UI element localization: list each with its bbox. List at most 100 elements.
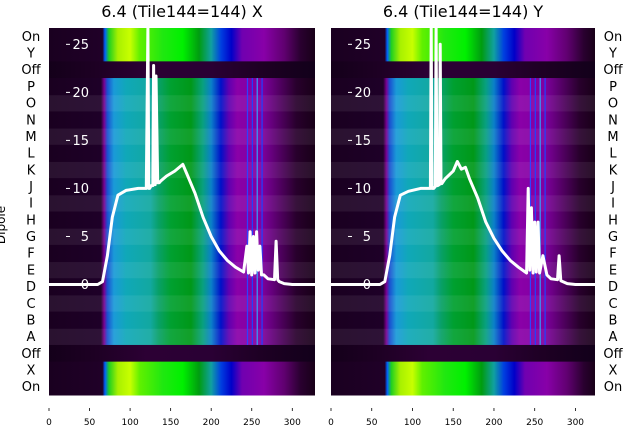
x-tick-label: 100 [404, 418, 421, 428]
heatmap-row [331, 61, 595, 79]
overlay-y-tick-label: 5 [363, 230, 371, 245]
heatmap-row [49, 111, 315, 129]
row-label: L [27, 147, 35, 162]
overlay-y-tick-label: 15 [72, 134, 89, 149]
row-label: H [608, 213, 618, 228]
heatmap-row [331, 278, 595, 296]
heatmap-row [49, 94, 315, 112]
heatmap-row [49, 128, 315, 146]
row-label: M [25, 130, 36, 145]
x-tick-label: 200 [203, 418, 220, 428]
heatmap-row [331, 361, 595, 379]
heatmap-row [331, 311, 595, 329]
row-label: On [604, 30, 622, 45]
heatmap-row [49, 311, 315, 329]
row-label: O [26, 97, 36, 112]
heatmap-row [49, 78, 315, 96]
row-label: D [608, 280, 618, 295]
x-tick-label: 50 [366, 418, 378, 428]
heatmap-row [331, 78, 595, 96]
overlay-line [331, 26, 595, 286]
row-label: B [27, 313, 36, 328]
heatmap-row [49, 211, 315, 229]
x-tick-label: 0 [328, 418, 334, 428]
row-label: J [28, 180, 33, 195]
heatmap-row [331, 111, 595, 129]
heatmap-row [331, 211, 595, 229]
row-label: O [608, 97, 618, 112]
heatmap-row [331, 128, 595, 146]
overlay-y-tick-label: 10 [354, 182, 371, 197]
row-label: E [27, 263, 35, 278]
row-label: Y [26, 47, 35, 62]
row-label: Y [608, 47, 617, 62]
x-tick-label: 150 [162, 418, 179, 428]
row-label: E [609, 263, 617, 278]
x-tick-label: 0 [46, 418, 52, 428]
heatmap-line [539, 78, 541, 345]
heatmap-row [331, 378, 595, 396]
y-axis-label: Dipole [0, 206, 8, 244]
heatmap-row [49, 178, 315, 196]
row-label: A [609, 330, 618, 345]
overlay-y-tick-label: 20 [72, 86, 89, 101]
row-label: M [607, 130, 618, 145]
heatmap-row [49, 44, 315, 62]
row-label: On [604, 380, 622, 395]
panel-title: 6.4 (Tile144=144) Y [383, 2, 544, 21]
heatmap-line [544, 78, 546, 345]
row-label: A [27, 330, 36, 345]
heatmap-row [331, 261, 595, 279]
row-label: G [608, 230, 618, 245]
x-tick-label: 300 [567, 418, 584, 428]
row-label: Off [603, 347, 623, 362]
heatmap-row [49, 28, 315, 46]
row-label: H [26, 213, 36, 228]
heatmap-row [49, 344, 315, 363]
row-label: Off [21, 63, 41, 78]
heatmap-line [261, 78, 263, 345]
heatmap-row [331, 344, 595, 363]
overlay-y-tick-label: 25 [72, 38, 89, 53]
row-label: C [26, 297, 35, 312]
overlay-y-tick-label: 20 [354, 86, 371, 101]
row-label: J [610, 180, 615, 195]
row-label: P [609, 80, 617, 95]
panel-title: 6.4 (Tile144=144) X [101, 2, 263, 21]
row-label: B [609, 313, 618, 328]
heatmap-row [331, 94, 595, 112]
heatmap-row [49, 328, 315, 346]
heatmap-line [534, 78, 536, 345]
heatmap-row [49, 144, 315, 162]
overlay-line [49, 26, 315, 286]
x-tick-label: 50 [84, 418, 96, 428]
row-label: C [608, 297, 617, 312]
heatmap-line [251, 78, 253, 345]
row-label: F [609, 247, 616, 262]
heatmap-row [331, 244, 595, 263]
heatmap-row [49, 278, 315, 296]
row-label: X [27, 363, 36, 378]
x-tick-label: 250 [243, 418, 260, 428]
row-label: Off [603, 63, 623, 78]
x-tick-label: 250 [526, 418, 543, 428]
row-label: F [27, 247, 34, 262]
overlay-y-tick-label: 10 [72, 182, 89, 197]
row-label: K [609, 163, 618, 178]
heatmap-row [331, 328, 595, 346]
row-label: G [26, 230, 36, 245]
row-label: On [22, 30, 40, 45]
row-label: X [609, 363, 618, 378]
overlay-y-tick-label: 5 [81, 230, 89, 245]
heatmap-row [331, 294, 595, 313]
heatmap-line [256, 78, 258, 345]
heatmap-row [49, 61, 315, 79]
x-tick-label: 100 [122, 418, 139, 428]
x-tick-label: 300 [284, 418, 301, 428]
heatmap-row [331, 44, 595, 62]
heatmap-row [331, 194, 595, 212]
row-label: L [609, 147, 617, 162]
